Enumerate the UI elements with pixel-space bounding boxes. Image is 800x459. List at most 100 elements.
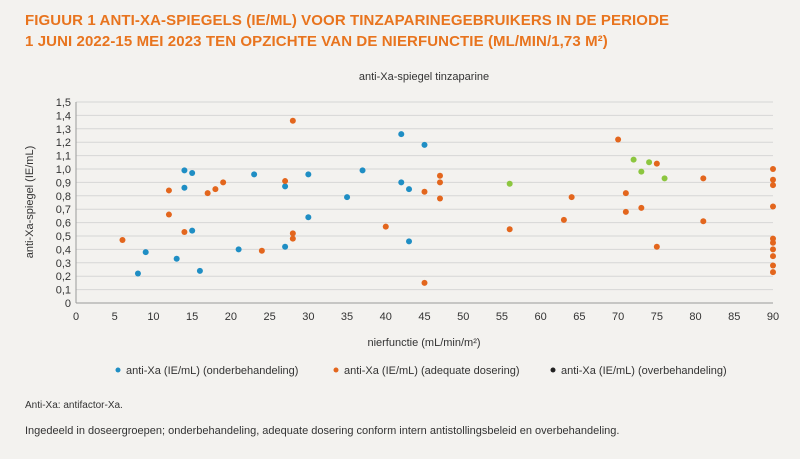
data-point-s1-19 [560, 216, 567, 223]
data-point-s1-37 [770, 262, 776, 269]
y-tick-label: 1,5 [56, 97, 71, 109]
legend-item-0: anti-Xa (IE/mL) (onderbehandeling) [115, 365, 298, 377]
data-points [119, 117, 776, 286]
data-point-s1-0 [119, 237, 126, 244]
data-point-s1-36 [770, 253, 776, 260]
data-point-s1-23 [622, 208, 629, 215]
x-tick-label: 10 [147, 311, 159, 323]
figure-title-line-1: FIGUUR 1 ANTI-XA-SPIEGELS (IE/ML) VOOR T… [25, 12, 670, 29]
data-point-s0-4 [181, 184, 188, 191]
data-point-s1-16 [436, 179, 443, 186]
y-tick-label: 1,2 [56, 137, 71, 149]
data-point-s0-12 [305, 171, 312, 178]
data-point-s0-14 [344, 194, 351, 201]
data-point-s1-1 [165, 187, 172, 194]
data-point-s1-30 [770, 176, 776, 183]
data-point-s1-32 [770, 203, 776, 210]
data-point-s1-20 [568, 194, 575, 201]
x-tick-label: 20 [225, 311, 237, 323]
data-point-s1-17 [436, 195, 443, 202]
data-point-s0-17 [398, 179, 405, 186]
data-point-s1-10 [289, 230, 296, 237]
y-tick-label: 0,1 [56, 285, 71, 297]
x-tick-label: 45 [418, 311, 430, 323]
figure-title: FIGUUR 1 ANTI-XA-SPIEGELS (IE/ML) VOOR T… [25, 10, 785, 52]
legend-marker [333, 367, 339, 373]
x-tick-label: 90 [767, 311, 779, 323]
x-tick-label: 30 [302, 311, 314, 323]
data-point-s1-3 [181, 228, 188, 235]
data-point-s1-9 [289, 117, 296, 124]
data-point-s1-27 [700, 175, 707, 182]
data-point-s1-15 [436, 172, 443, 179]
data-point-s0-8 [235, 246, 242, 253]
chart-title: anti-Xa-spiegel tinzaparine [359, 71, 489, 83]
legend-marker [115, 367, 121, 373]
data-point-s0-13 [305, 214, 312, 221]
x-tick-label: 15 [186, 311, 198, 323]
data-point-s1-18 [506, 226, 513, 233]
data-point-s1-7 [258, 247, 265, 254]
y-tick-label: 0,2 [56, 271, 71, 283]
y-tick-label: 0 [65, 298, 71, 310]
legend-marker [550, 367, 556, 373]
data-point-s0-18 [406, 186, 413, 193]
y-tick-label: 0,3 [56, 258, 71, 270]
x-tick-label: 80 [689, 311, 701, 323]
data-point-s1-21 [615, 136, 622, 143]
y-tick-label: 1,3 [56, 124, 71, 136]
data-point-s1-13 [421, 188, 428, 195]
data-point-s1-2 [165, 211, 172, 218]
y-tick-label: 0,6 [56, 218, 71, 230]
data-point-s0-19 [406, 238, 413, 245]
data-point-s1-28 [700, 218, 707, 225]
data-point-s1-11 [289, 235, 296, 242]
data-point-s1-26 [653, 243, 660, 250]
data-point-s1-31 [770, 182, 776, 189]
data-point-s1-5 [212, 186, 219, 193]
legend-label: anti-Xa (IE/mL) (adequate dosering) [344, 365, 519, 377]
data-point-s0-20 [421, 141, 428, 148]
tick-labels: 00,10,20,30,40,50,60,70,80,91,01,11,21,3… [56, 97, 779, 323]
y-tick-label: 1,1 [56, 151, 71, 163]
data-point-s0-1 [142, 249, 149, 256]
y-tick-label: 0,9 [56, 177, 71, 189]
y-tick-label: 0,8 [56, 191, 71, 203]
abbreviation-note: Anti-Xa: antifactor-Xa. [25, 400, 123, 411]
data-point-s1-29 [770, 166, 776, 172]
x-tick-label: 25 [263, 311, 275, 323]
data-point-s0-5 [189, 170, 196, 177]
axes [75, 102, 773, 304]
data-point-s0-2 [173, 255, 180, 262]
x-tick-label: 65 [573, 311, 585, 323]
x-tick-label: 50 [457, 311, 469, 323]
y-axis-label: anti-Xa-spiegel (IE/mL) [24, 146, 36, 259]
y-tick-label: 1,4 [56, 110, 71, 122]
y-tick-label: 1,0 [56, 164, 71, 176]
figure-description: Ingedeeld in doseergroepen; onderbehande… [25, 425, 620, 437]
data-point-s1-4 [204, 190, 211, 197]
data-point-s0-10 [282, 183, 289, 190]
data-point-s0-6 [189, 227, 196, 234]
data-point-s3-3 [646, 159, 653, 166]
data-point-s0-11 [282, 243, 289, 250]
data-point-s1-34 [770, 239, 776, 246]
y-tick-label: 0,7 [56, 204, 71, 216]
data-point-s1-35 [770, 246, 776, 253]
data-point-s3-2 [638, 168, 645, 175]
legend-label: anti-Xa (IE/mL) (overbehandeling) [561, 365, 727, 377]
grid-lines [76, 101, 773, 291]
data-point-s1-6 [220, 179, 227, 186]
data-point-s0-3 [181, 167, 188, 174]
x-tick-label: 35 [341, 311, 353, 323]
data-point-s1-22 [622, 190, 629, 197]
x-tick-label: 55 [496, 311, 508, 323]
x-tick-label: 85 [728, 311, 740, 323]
x-axis-label: nierfunctie (mL/min/m²) [367, 337, 480, 349]
data-point-s1-14 [421, 279, 428, 286]
data-point-s1-38 [770, 269, 776, 276]
figure-title-line-2: 1 JUNI 2022-15 MEI 2023 TEN OPZICHTE VAN… [25, 33, 608, 50]
data-point-s3-0 [506, 180, 513, 187]
y-tick-label: 0,4 [56, 244, 71, 256]
